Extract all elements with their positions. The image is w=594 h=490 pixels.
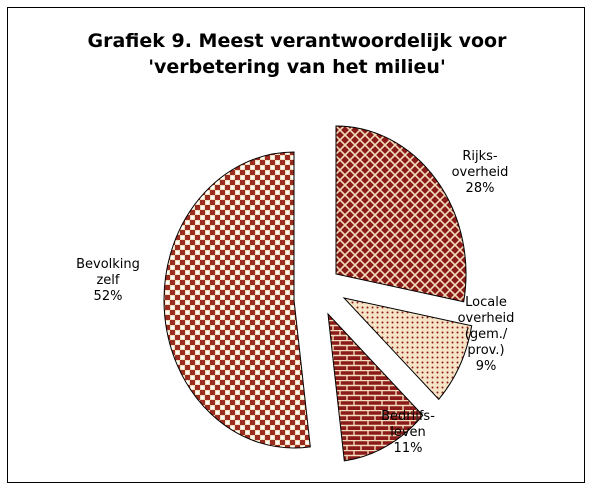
slice-category-label: leven bbox=[390, 425, 426, 440]
slice-category-label: overheid bbox=[458, 311, 515, 326]
slice-label-3: Bedrijfs-leven 11% bbox=[381, 409, 435, 456]
pie-slice-4 bbox=[163, 151, 311, 449]
slice-category-label: zelf bbox=[96, 273, 119, 288]
slice-category-label: Rijks- bbox=[462, 149, 498, 164]
slice-category-label: (gem./ bbox=[465, 327, 508, 342]
pie-slice-3 bbox=[327, 312, 424, 462]
slice-value-label: 52% bbox=[94, 289, 123, 304]
slice-category-label: Bevolking bbox=[76, 257, 140, 272]
slice-value-label: 28% bbox=[466, 181, 495, 196]
slice-category-label: Bedrijfs- bbox=[381, 409, 435, 424]
slice-category-label: Locale bbox=[465, 295, 507, 310]
slice-label-1: Rijks-overheid 28% bbox=[452, 149, 509, 196]
slice-category-label: prov.) bbox=[467, 343, 504, 358]
slice-category-label: overheid bbox=[452, 165, 509, 180]
slice-label-2: Locale overheid (gem./prov.) 9% bbox=[458, 295, 515, 374]
slice-value-label: 9% bbox=[476, 359, 497, 374]
slice-label-4: Bevolking zelf 52% bbox=[76, 257, 140, 304]
pie-slice-1 bbox=[335, 125, 467, 303]
slice-value-label: 11% bbox=[394, 441, 423, 456]
pie-slice-2 bbox=[342, 297, 473, 401]
chart-title: Grafiek 9. Meest verantwoordelijk voor '… bbox=[87, 30, 507, 78]
